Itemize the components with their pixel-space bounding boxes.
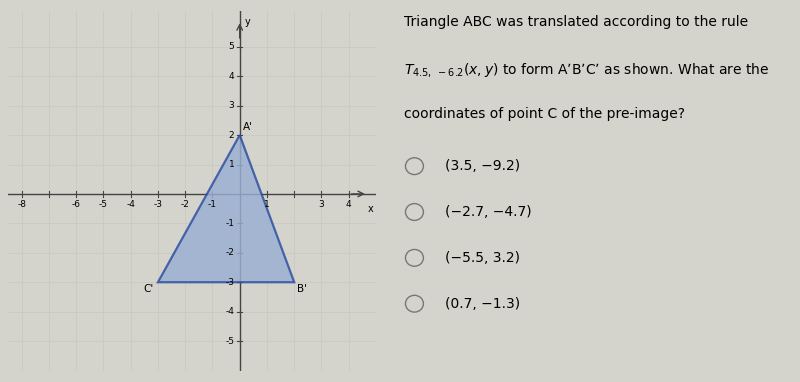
Text: 5: 5 (229, 42, 234, 51)
Text: -2: -2 (181, 201, 190, 209)
Polygon shape (158, 135, 294, 282)
Text: -6: -6 (72, 201, 81, 209)
Text: (0.7, −1.3): (0.7, −1.3) (445, 297, 520, 311)
Text: (3.5, −9.2): (3.5, −9.2) (445, 159, 520, 173)
Text: -4: -4 (226, 307, 234, 316)
Text: -5: -5 (226, 337, 234, 346)
Text: 1: 1 (264, 201, 270, 209)
Text: -4: -4 (126, 201, 135, 209)
Text: -1: -1 (208, 201, 217, 209)
Text: y: y (245, 17, 250, 28)
Text: -3: -3 (226, 278, 234, 287)
Text: A': A' (243, 121, 253, 131)
Text: $T_{4.5,\ -6.2}(x, y)$ to form A’B’C’ as shown. What are the: $T_{4.5,\ -6.2}(x, y)$ to form A’B’C’ as… (404, 61, 770, 79)
Text: -2: -2 (226, 248, 234, 257)
Text: coordinates of point C of the pre-image?: coordinates of point C of the pre-image? (404, 107, 686, 121)
Text: 4: 4 (346, 201, 351, 209)
Text: C': C' (143, 284, 154, 294)
Text: 3: 3 (318, 201, 324, 209)
Text: (−2.7, −4.7): (−2.7, −4.7) (445, 205, 532, 219)
Text: -8: -8 (17, 201, 26, 209)
Text: 2: 2 (229, 131, 234, 139)
Text: -1: -1 (226, 219, 234, 228)
Text: 1: 1 (229, 160, 234, 169)
Text: -3: -3 (154, 201, 162, 209)
Text: B': B' (298, 284, 307, 294)
Text: x: x (368, 204, 374, 214)
Text: -5: -5 (99, 201, 108, 209)
Text: 3: 3 (229, 101, 234, 110)
Text: 4: 4 (229, 72, 234, 81)
Text: (−5.5, 3.2): (−5.5, 3.2) (445, 251, 520, 265)
Text: Triangle ABC was translated according to the rule: Triangle ABC was translated according to… (404, 15, 748, 29)
